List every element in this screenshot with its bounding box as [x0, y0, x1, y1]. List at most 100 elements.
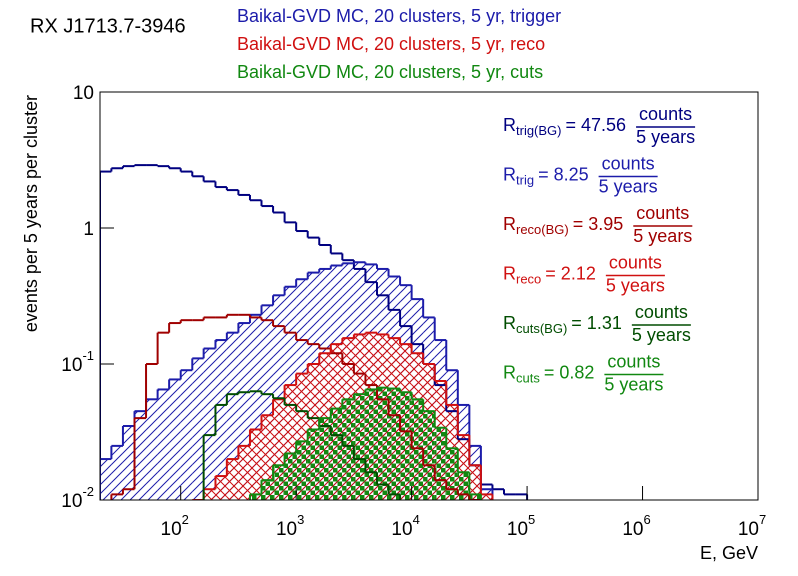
histogram-fill — [261, 480, 274, 500]
rate-value: = 0.82 — [544, 362, 595, 382]
histogram-fill — [411, 399, 424, 500]
histogram-fill — [134, 411, 147, 500]
histogram-fill — [296, 373, 308, 500]
rate-symbol: R — [503, 313, 516, 333]
legend-entry: Baikal-GVD MC, 20 clusters, 5 yr, reco — [237, 34, 545, 54]
tick-label-base: 10 — [507, 519, 528, 540]
plot-frame — [99, 91, 759, 501]
rate-annotation: Rtrig = 8.25 — [503, 164, 589, 188]
legend-entry: Baikal-GVD MC, 20 clusters, 5 yr, cuts — [237, 62, 543, 82]
histogram-fill — [249, 429, 262, 500]
tick-label: 107 — [738, 512, 766, 540]
tick-label: 1 — [83, 219, 94, 240]
rate-annotation: Rreco = 2.12 — [503, 263, 596, 287]
tick-label: 10 — [73, 83, 94, 104]
tick-label: 105 — [507, 512, 535, 540]
tick-label-base: 10 — [161, 519, 182, 540]
tick-label: 106 — [622, 512, 650, 540]
histogram-fill — [203, 348, 216, 500]
tick-label-base: 10 — [622, 519, 643, 540]
histogram-fill — [273, 465, 285, 500]
tick-label: 103 — [276, 512, 304, 540]
rate-numerator: counts — [607, 351, 660, 371]
rate-symbol: R — [503, 362, 516, 382]
tick-label-base: 10 — [276, 519, 297, 540]
histogram-fill — [457, 435, 470, 500]
histogram-fill — [111, 445, 123, 500]
rate-subscript: trig(BG) — [516, 123, 562, 138]
histogram-fill — [388, 388, 401, 500]
rate-numerator: counts — [609, 252, 662, 272]
histogram-fill — [284, 453, 297, 500]
rate-annotation: Rreco(BG) = 3.95 — [503, 214, 623, 238]
tick-label-exponent: 6 — [643, 512, 650, 527]
tick-label-exponent: -2 — [82, 484, 94, 499]
histogram-fill — [122, 426, 135, 500]
rate-denominator: 5 years — [636, 127, 695, 147]
histogram-fill — [261, 305, 274, 500]
rate-symbol: R — [503, 164, 516, 184]
histogram-fill — [342, 399, 354, 500]
rate-value: = 47.56 — [566, 115, 627, 135]
tick-label-exponent: 7 — [759, 512, 766, 527]
histogram-fill — [203, 489, 216, 500]
rate-value: = 2.12 — [545, 263, 596, 283]
histogram-fill — [215, 340, 227, 500]
histogram-fill — [238, 323, 250, 500]
histogram-fill — [480, 494, 493, 500]
rate-annotation: Rcuts = 0.82 — [503, 362, 594, 386]
histogram-fill — [457, 472, 470, 500]
tick-label: 10-2 — [61, 484, 94, 512]
histogram-fill — [146, 399, 158, 500]
rate-numerator: counts — [636, 203, 689, 223]
rate-numerator: counts — [602, 153, 655, 173]
histogram-fill — [469, 494, 481, 500]
rate-value: = 3.95 — [573, 214, 624, 234]
histogram-fill — [284, 385, 297, 500]
histogram-fill — [296, 441, 308, 500]
rate-numerator: counts — [639, 104, 692, 124]
tick-label-exponent: 2 — [182, 512, 189, 527]
histogram-fill — [169, 379, 181, 500]
histogram-fill — [157, 389, 170, 500]
tick-label-base: 10 — [738, 519, 759, 540]
rate-denominator: 5 years — [599, 176, 658, 196]
tick-label-base: 10 — [391, 519, 412, 540]
rate-denominator: 5 years — [632, 325, 691, 345]
histogram-fill — [238, 445, 250, 500]
histogram-fill — [307, 429, 320, 500]
histogram-fill — [376, 387, 389, 500]
histogram-fill — [434, 427, 447, 500]
histogram-fill — [469, 465, 481, 500]
rate-denominator: 5 years — [606, 275, 665, 295]
rate-subscript: cuts(BG) — [516, 321, 567, 336]
tick-label: 10-1 — [61, 348, 94, 376]
histogram-fill — [330, 408, 343, 500]
histogram-fill — [365, 389, 377, 500]
rate-subscript: reco(BG) — [516, 222, 569, 237]
rate-subscript: reco — [516, 272, 541, 287]
histogram-fill — [423, 411, 435, 500]
legend-entry: Baikal-GVD MC, 20 clusters, 5 yr, trigge… — [237, 6, 561, 26]
histogram-fill — [249, 494, 262, 500]
rate-value: = 8.25 — [538, 164, 589, 184]
chart-title: RX J1713.7-3946 — [30, 15, 186, 37]
histogram-fill — [273, 399, 285, 500]
histogram-fill — [319, 418, 331, 500]
rate-denominator: 5 years — [633, 226, 692, 246]
histogram-fill — [446, 448, 458, 500]
histogram-fill — [215, 476, 227, 500]
tick-label-exponent: -1 — [82, 348, 94, 363]
histogram-fill — [226, 459, 239, 500]
tick-label: 104 — [391, 512, 419, 540]
tick-label-exponent: 4 — [413, 512, 420, 527]
histogram-fill — [192, 358, 204, 500]
rate-annotation: Rcuts(BG) = 1.31 — [503, 313, 622, 337]
rate-annotation: Rtrig(BG) = 47.56 — [503, 115, 626, 139]
tick-label: 102 — [161, 512, 189, 540]
rate-symbol: R — [503, 214, 516, 234]
histogram-fill — [180, 370, 193, 500]
histogram-fill — [353, 394, 366, 500]
histogram-fill — [400, 392, 412, 500]
